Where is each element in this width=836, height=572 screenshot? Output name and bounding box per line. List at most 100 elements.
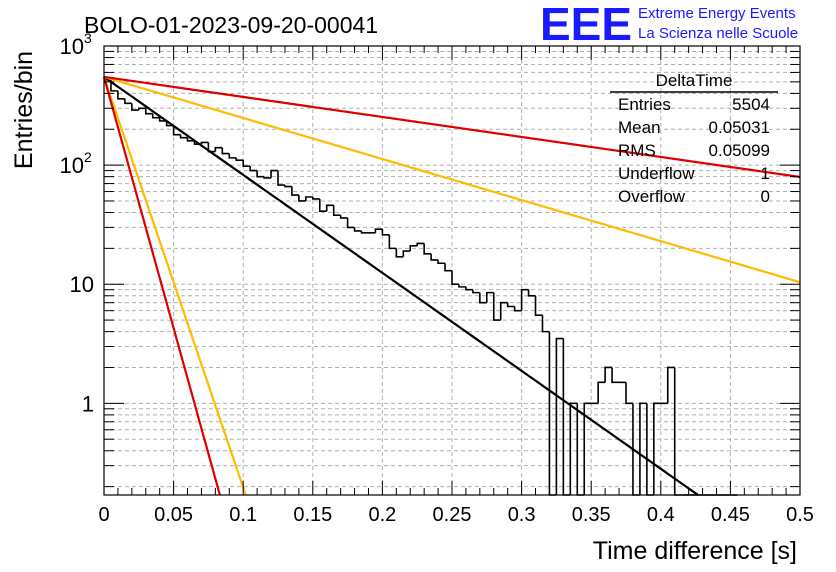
- histogram-bin: [597, 381, 606, 404]
- histogram-bin: [312, 196, 320, 200]
- histogram-bin: [374, 228, 383, 233]
- histogram-bin: [291, 186, 299, 196]
- histogram-bin: [423, 243, 432, 255]
- x-tick-label: 0.4: [647, 504, 675, 526]
- histogram-bin: [653, 402, 661, 495]
- stats-rows: Entries 5504 Mean 0.05031 RMS 0.05099 Underflo…: [618, 95, 770, 206]
- stats-box: DeltaTime Entries 5504 Mean 0.05031 RMS 0.050…: [610, 71, 778, 206]
- stats-value: 1: [761, 164, 770, 183]
- histogram-bin: [604, 366, 613, 383]
- histogram-bin: [318, 198, 327, 213]
- histogram-bin: [402, 250, 411, 257]
- histogram-bin: [305, 196, 313, 201]
- x-tick-label: 0.15: [293, 504, 332, 526]
- histogram-bin: [117, 90, 125, 100]
- histogram-bin: [360, 230, 369, 234]
- histogram-bin: [479, 292, 487, 304]
- axis-ticks: 0 0.05 0.1 0.15 0.2 0.25 0.3 0.35 0.4 0.45 0.51101…: [60, 30, 814, 526]
- histogram-bin: [339, 215, 348, 219]
- histogram-bin: [325, 204, 334, 212]
- x-axis-label: Time difference [s]: [593, 537, 797, 565]
- histogram-bin: [249, 166, 258, 172]
- y-tick-label: 10: [60, 34, 84, 59]
- histogram-bin: [527, 289, 536, 297]
- histogram-bin: [270, 169, 278, 178]
- histogram-bin: [332, 205, 341, 216]
- y-axis-label: Entries/bin: [10, 51, 38, 169]
- histogram-bin: [214, 146, 223, 152]
- histogram-bin: [625, 382, 633, 405]
- histogram-bin: [388, 234, 397, 250]
- stats-label: Underflow: [618, 164, 695, 183]
- histogram-bin: [465, 286, 473, 291]
- histogram-bin: [277, 170, 285, 186]
- exponential-fit-curve: [102, 76, 247, 496]
- chart-title: BOLO-01-2023-09-20-00041: [84, 12, 378, 38]
- histogram-bin: [534, 295, 543, 316]
- y-tick-exponent: 2: [84, 149, 92, 165]
- histogram-bin: [221, 147, 230, 155]
- stats-label: Entries: [618, 95, 671, 114]
- histogram-bin: [242, 160, 251, 167]
- histogram-bin: [200, 141, 209, 145]
- stats-value: 0.05099: [709, 141, 770, 160]
- histogram-bin: [235, 157, 244, 161]
- histogram-bin: [409, 245, 418, 252]
- stats-label: Overflow: [618, 187, 686, 206]
- histogram-bin: [458, 284, 466, 288]
- x-tick-label: 0: [98, 504, 109, 526]
- histogram-bin: [263, 176, 272, 179]
- histogram-bin: [506, 302, 515, 308]
- stats-label: RMS: [618, 141, 656, 160]
- histogram-bin: [256, 170, 265, 178]
- stats-label: Mean: [618, 118, 661, 137]
- histogram-bin: [555, 337, 564, 495]
- histogram-bin: [381, 229, 390, 236]
- x-tick-label: 0.05: [154, 504, 193, 526]
- histogram-bin: [228, 153, 237, 159]
- exponential-fit-curve: [103, 76, 699, 496]
- histogram-bin: [416, 242, 425, 246]
- x-tick-label: 0.45: [711, 504, 750, 526]
- stats-value: 5504: [732, 95, 770, 114]
- histogram-bin: [486, 291, 494, 303]
- histogram-bin: [138, 107, 146, 111]
- exponential-fit-curve: [103, 75, 801, 179]
- histogram-bin: [131, 103, 139, 111]
- histogram-bin: [430, 253, 439, 261]
- histogram-bin: [569, 402, 578, 495]
- histogram-bin: [284, 185, 292, 188]
- histogram-bin: [583, 402, 592, 495]
- histogram-bin: [395, 248, 404, 258]
- histogram-bin: [298, 195, 306, 202]
- logo-line-1: Extreme Energy Events: [638, 5, 796, 22]
- histogram-bin: [611, 367, 620, 384]
- histogram-bin: [492, 292, 501, 321]
- y-tick-exponent: 3: [84, 30, 92, 46]
- histogram-bin: [499, 301, 508, 321]
- histogram-bin: [451, 270, 459, 286]
- histogram-bin: [520, 288, 529, 311]
- histogram-bin: [179, 134, 188, 139]
- y-tick-label: 10: [70, 272, 94, 297]
- x-tick-label: 0.1: [229, 504, 257, 526]
- logo-mark: EEE: [540, 0, 632, 50]
- histogram-bin: [541, 315, 550, 333]
- exponential-fit-curve: [103, 75, 801, 284]
- histogram-bin: [639, 402, 647, 495]
- histogram-bin: [472, 289, 480, 294]
- grid-lines: [104, 46, 800, 495]
- histogram-bin: [666, 366, 675, 404]
- x-tick-label: 0.35: [572, 504, 611, 526]
- exponential-fit-curve: [102, 76, 221, 496]
- histogram-bin: [513, 306, 522, 312]
- logo-line-2: La Scienza nelle Scuole: [638, 25, 798, 42]
- x-tick-label: 0.3: [508, 504, 536, 526]
- histogram-bin: [562, 338, 571, 496]
- stats-value: 0: [761, 187, 770, 206]
- y-tick-label: 10: [60, 153, 84, 178]
- x-tick-label: 0.25: [433, 504, 472, 526]
- x-tick-label: 0.5: [786, 504, 814, 526]
- stats-value: 0.05031: [709, 118, 770, 137]
